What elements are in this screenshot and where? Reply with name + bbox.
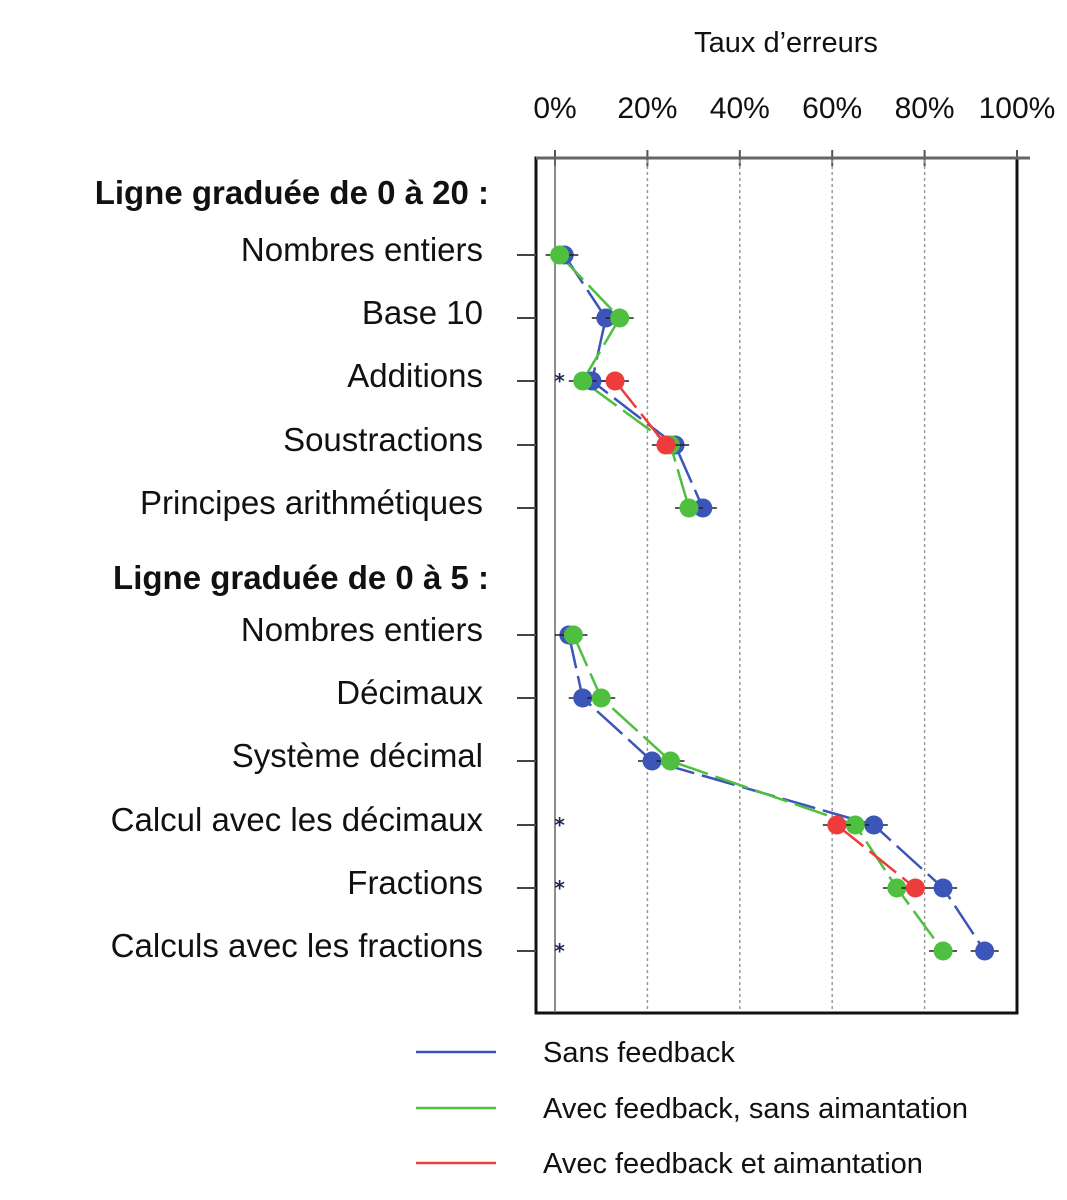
x-axis-title: Taux d’erreurs — [694, 27, 878, 59]
data-point — [864, 815, 884, 835]
data-point — [573, 688, 593, 708]
series-points: * * * * — [545, 245, 999, 963]
legend-label: Avec feedback et aimantation — [543, 1148, 923, 1180]
data-point — [610, 308, 630, 328]
star-marker: * — [554, 813, 565, 837]
category-label: Décimaux — [336, 674, 483, 711]
legend: Sans feedback Avec feedback, sans aimanta… — [416, 1037, 968, 1180]
legend-label: Sans feedback — [543, 1037, 735, 1069]
grid-lines — [554, 160, 926, 1011]
category-label: Base 10 — [362, 294, 483, 331]
x-tick-label: 0% — [533, 92, 576, 125]
x-axis-ticks: 0% 20% 40% 60% 80% 100% — [533, 92, 1055, 166]
series-line — [558, 254, 691, 509]
category-label: Additions — [347, 357, 483, 394]
data-point — [905, 878, 925, 898]
category-label: Système décimal — [232, 737, 483, 774]
legend-label: Avec feedback, sans aimantation — [543, 1093, 968, 1125]
data-point — [975, 941, 995, 961]
category-label: Calcul avec les décimaux — [111, 801, 484, 838]
x-tick-label: 100% — [979, 92, 1056, 125]
data-point — [933, 878, 953, 898]
category-label: Calculs avec les fractions — [111, 927, 483, 964]
x-tick-label: 80% — [895, 92, 955, 125]
data-point — [679, 498, 699, 518]
x-tick-label: 60% — [802, 92, 862, 125]
series-line — [567, 634, 986, 952]
group-label: Ligne graduée de 0 à 5 : — [113, 559, 489, 596]
star-marker: * — [554, 939, 565, 963]
data-point — [933, 941, 953, 961]
data-point — [656, 435, 676, 455]
data-point — [642, 751, 662, 771]
x-tick-label: 40% — [710, 92, 770, 125]
category-label: Principes arithmétiques — [140, 484, 483, 521]
series-line — [836, 824, 917, 889]
category-label: Soustractions — [283, 421, 483, 458]
category-label: Nombres entiers — [241, 231, 483, 268]
series-line — [614, 380, 667, 446]
category-labels: Ligne graduée de 0 à 20 : Nombres entiers… — [95, 174, 489, 964]
data-point — [573, 371, 593, 391]
series-line — [572, 634, 945, 952]
star-marker: * — [554, 369, 565, 393]
x-tick-label: 20% — [617, 92, 677, 125]
data-point — [605, 371, 625, 391]
category-label: Nombres entiers — [241, 611, 483, 648]
data-point — [827, 815, 847, 835]
star-marker: * — [554, 876, 565, 900]
series-lines — [558, 254, 986, 952]
data-point — [550, 245, 570, 265]
data-point — [591, 688, 611, 708]
data-point — [563, 625, 583, 645]
category-label: Fractions — [347, 864, 483, 901]
data-point — [845, 815, 865, 835]
y-axis-ticks — [517, 254, 536, 952]
data-point — [887, 878, 907, 898]
data-point — [661, 751, 680, 771]
group-label: Ligne graduée de 0 à 20 : — [95, 174, 489, 211]
